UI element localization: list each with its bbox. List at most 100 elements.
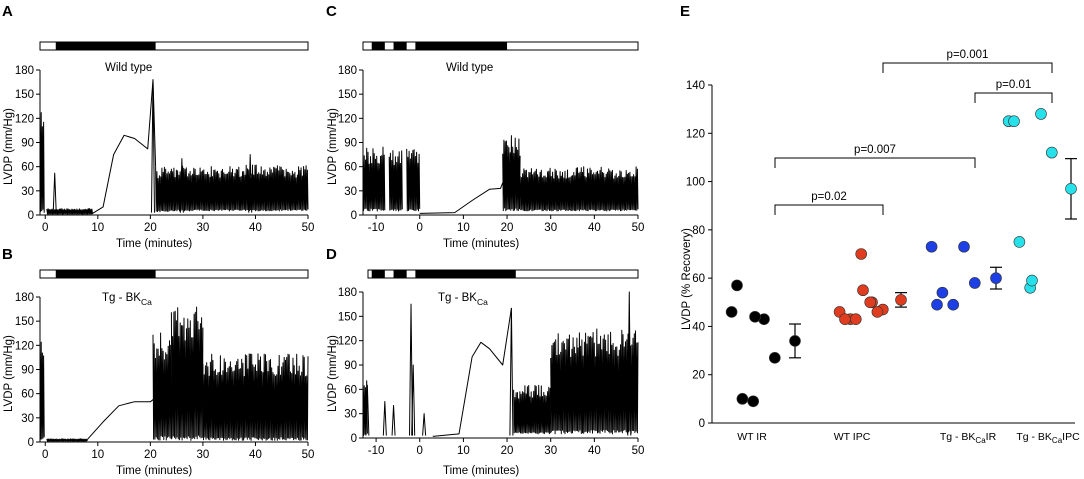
group-label-main-1: WT IPC (834, 431, 871, 443)
mean-point-0 (789, 335, 801, 347)
y-ticks-e: 0 20 40 60 80 100 120 140 (686, 80, 712, 430)
protocol-bar-a (55, 42, 156, 50)
bracket-2 (882, 62, 1053, 73)
protocol-bar-segment-c-3 (393, 42, 407, 50)
data-point-3-1 (1013, 236, 1026, 248)
group-label-0: WT IR (737, 431, 767, 443)
trace-a (39, 79, 309, 215)
mean-point-1 (895, 294, 907, 306)
x-tick-label-c-3: 20 (501, 222, 514, 234)
group-label-1: WT IPC (834, 431, 871, 443)
panel-label-a: A (2, 3, 13, 20)
x-tick-label-b-1: 10 (91, 449, 104, 461)
x-tick-label-d-2: 10 (457, 445, 470, 457)
y-tick-label-b-0: 0 (28, 437, 34, 449)
group-label-main-2: Tg - BK (940, 431, 976, 443)
protocol-bar-segment-d-3 (393, 270, 407, 278)
trace-band-d-2 (550, 328, 639, 435)
trace-d (362, 291, 639, 437)
protocol-bar-segment-c-1 (371, 42, 385, 50)
protocol-bar-segment-d-1 (371, 270, 385, 278)
y-tick-label-e-1: 20 (692, 370, 705, 382)
data-point-0-0 (725, 306, 738, 318)
protocol-bar-d (371, 270, 516, 278)
scatter-points (725, 108, 1058, 408)
x-tick-label-b-3: 30 (197, 449, 210, 461)
group-label-2: Tg - BKCaIR (940, 431, 997, 445)
x-axis-label-d: Time (minutes) (443, 465, 519, 477)
y-tick-label-e-2: 40 (692, 321, 705, 333)
x-tick-label-d-0: -10 (368, 445, 385, 457)
protocol-bar-frame (39, 41, 309, 51)
trace-b (39, 306, 309, 442)
panel-a: A Wild type 0 30 60 90 120 150 180 0 10 20 30 40 50… (2, 3, 314, 250)
trace-band-a-3 (170, 164, 309, 212)
y-ticks-c: 0 30 60 90 120 150 180 (338, 65, 363, 222)
x-tick-label-c-2: 10 (457, 222, 470, 234)
trace-band-b-2 (152, 332, 172, 441)
bracket-1 (774, 157, 976, 168)
trace-c (362, 135, 639, 214)
data-point-2-2 (947, 298, 960, 311)
x-tick-label-c-0: -10 (368, 222, 385, 234)
trace-band-c-4 (519, 166, 639, 212)
bracket-0 (774, 204, 884, 215)
group-label-tail-2: IR (986, 431, 997, 443)
mean-error-bars (789, 158, 1077, 359)
x-tick-label-b-5: 50 (302, 449, 315, 461)
protocol-bar-b (55, 270, 156, 278)
group-label-main-3: Tg - BK (1016, 431, 1052, 443)
y-tick-label-b-4: 120 (15, 340, 34, 352)
protocol-bar-segment-b-1 (55, 270, 156, 278)
trace-band-b-0 (39, 341, 45, 440)
data-point-2-5 (931, 298, 943, 311)
y-axis-label-d: LVDP (mm/Hg) (327, 335, 339, 412)
y-tick-label-e-0: 0 (699, 418, 705, 430)
data-point-3-3 (1035, 108, 1047, 120)
y-axis-label-e: LVDP (% Recovery) (681, 228, 693, 330)
x-tick-label-a-4: 40 (249, 222, 262, 234)
y-tick-label-c-2: 60 (344, 162, 357, 174)
data-point-0-2 (747, 395, 760, 408)
trace-band-a-2 (155, 166, 172, 213)
y-tick-label-a-2: 60 (21, 162, 34, 174)
trace-band-b-1 (46, 438, 88, 442)
y-tick-label-d-5: 150 (338, 311, 357, 323)
protocol-bar-frame (39, 269, 309, 279)
data-point-2-0 (925, 240, 938, 253)
trace-smooth-d (432, 308, 512, 437)
panel-b: B Tg - BKCa 0 30 60 90 120 150 180 0 10 20 30 40 50… (2, 246, 314, 477)
trace-band-b-4 (202, 353, 309, 441)
x-axis-label-b: Time (minutes) (116, 465, 192, 477)
y-tick-label-c-0: 0 (351, 210, 357, 222)
x-tick-label-b-4: 40 (249, 449, 262, 461)
y-tick-label-c-3: 90 (344, 138, 357, 150)
x-tick-label-a-1: 10 (91, 222, 104, 234)
trace-band-c-1 (388, 150, 403, 212)
y-axis-label-c: LVDP (mm/Hg) (327, 108, 339, 185)
annotation-d: Tg - BKCa (438, 292, 488, 307)
y-tick-label-a-0: 0 (28, 210, 34, 222)
annotation-b-sub: Ca (141, 297, 152, 307)
y-tick-label-a-3: 90 (21, 138, 34, 150)
y-tick-label-c-1: 30 (344, 186, 357, 198)
y-axis-label-a: LVDP (mm/Hg) (3, 108, 15, 185)
trace-smooth-c (419, 182, 504, 214)
data-point-2-4 (968, 277, 981, 289)
data-point-1-8 (849, 313, 862, 325)
x-tick-label-d-3: 20 (501, 445, 514, 457)
group-labels: WT IR WT IPC Tg - BKCaIR Tg - BKCaIPC (737, 431, 1080, 445)
x-tick-label-c-5: 40 (588, 222, 601, 234)
y-tick-label-e-5: 100 (686, 177, 705, 189)
panel-label-d: D (326, 246, 337, 263)
annotation-a: Wild type (105, 62, 152, 74)
x-tick-label-b-0: 0 (42, 449, 48, 461)
panel-c: C Wild type 0 30 60 90 120 150 180 -10 0 10 20 30 4… (326, 3, 644, 250)
x-axis-label-a: Time (minutes) (116, 238, 192, 250)
bracket-3 (974, 92, 1053, 103)
data-point-0-1 (736, 393, 749, 405)
data-point-2-1 (936, 286, 949, 299)
protocol-bar-c (371, 42, 508, 50)
trace-peak-d-5 (422, 413, 427, 436)
